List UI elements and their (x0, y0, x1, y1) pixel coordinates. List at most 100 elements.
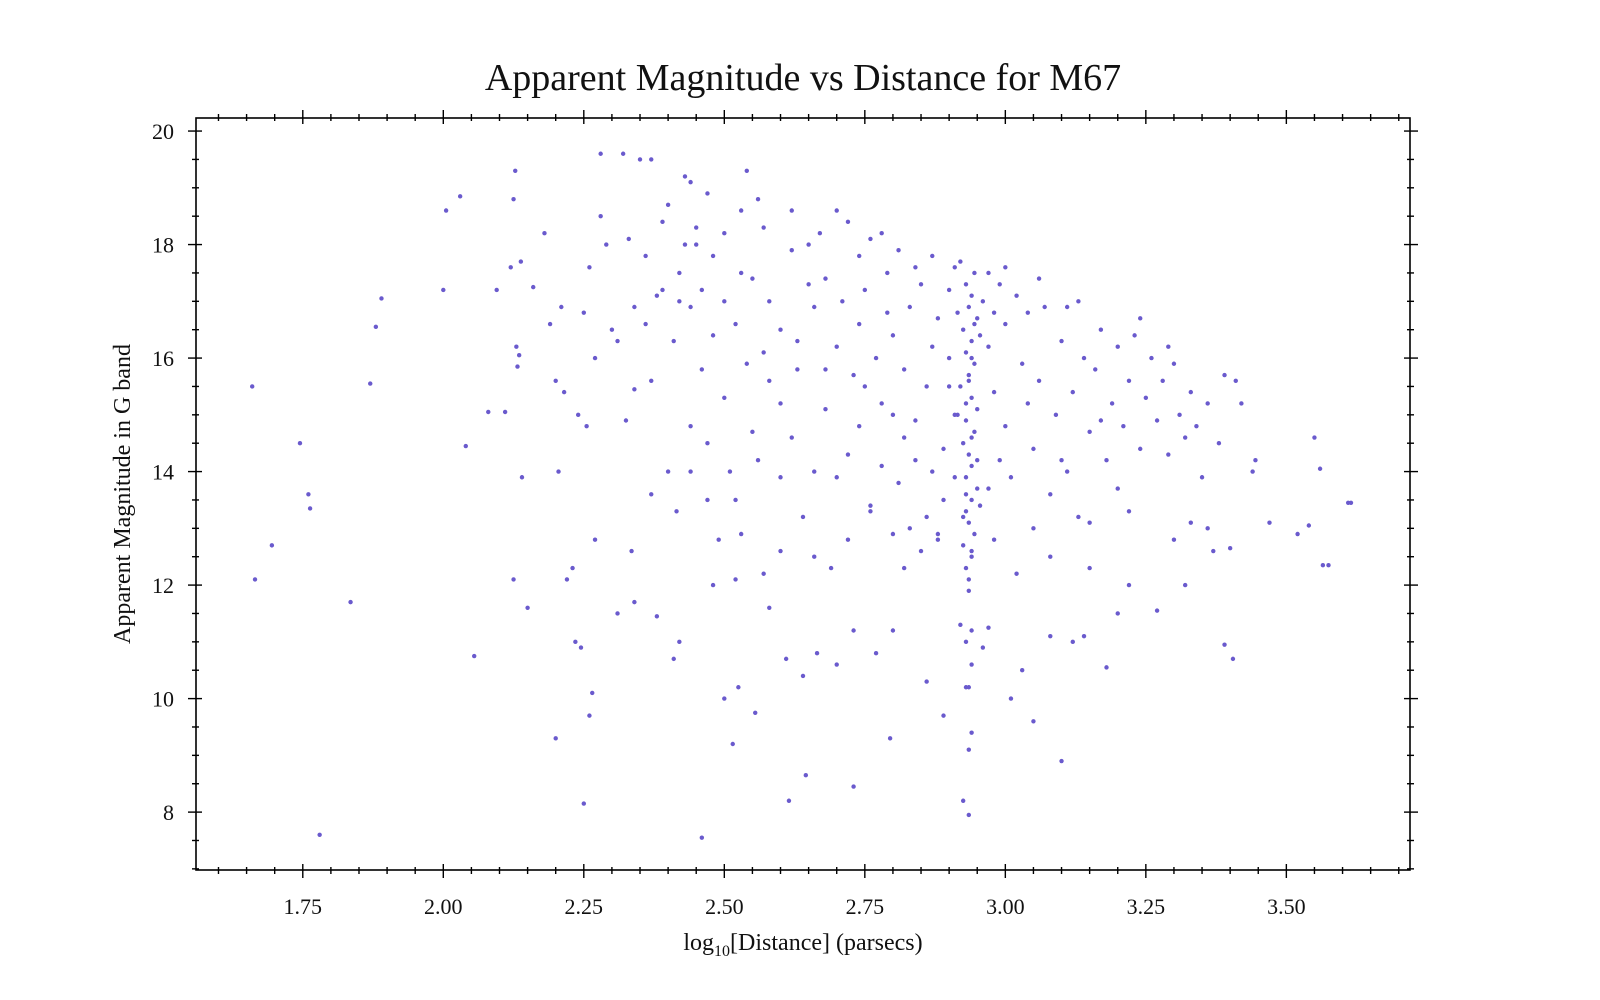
scatter-point (963, 401, 969, 406)
scatter-point (789, 248, 794, 253)
scatter-point (946, 355, 952, 361)
scatter-point (806, 242, 811, 247)
scatter-point (671, 656, 676, 662)
scatter-point (828, 565, 834, 571)
scatter-point (896, 480, 901, 486)
scatter-point (1306, 523, 1312, 528)
scatter-point (654, 293, 660, 298)
scatter-point (1230, 656, 1236, 662)
scatter-point (1115, 486, 1120, 491)
x-tick-label: 2.75 (846, 894, 885, 919)
scatter-point (575, 412, 581, 418)
scatter-point (1205, 526, 1210, 531)
scatter-point (767, 299, 772, 304)
scatter-point (1233, 378, 1238, 383)
scatter-point (609, 327, 615, 332)
scatter-point (1076, 514, 1081, 520)
scatter-point (966, 304, 972, 310)
scatter-point (573, 639, 578, 645)
scatter-point (761, 350, 766, 355)
scatter-point (901, 565, 907, 571)
scatter-point (845, 452, 851, 457)
scatter-point (1003, 423, 1008, 429)
scatter-point (963, 282, 969, 287)
scatter-point (1059, 458, 1064, 463)
scatter-point (930, 344, 935, 349)
scatter-point (531, 284, 536, 290)
scatter-point (946, 287, 952, 293)
scatter-point (643, 321, 648, 327)
scatter-point (547, 321, 553, 327)
scatter-point (1059, 338, 1064, 344)
scatter-point (972, 531, 977, 537)
scatter-point (1087, 520, 1092, 525)
scatter-point (851, 372, 856, 378)
scatter-point (972, 321, 977, 327)
scatter-point (705, 497, 710, 503)
scatter-point (966, 577, 972, 582)
scatter-point (901, 435, 907, 440)
plot-area: 1.75 2.00 2.25 2.50 2.75 3.00 3.25 3.50 8 10 12 14 1… (152, 110, 1418, 919)
y-axis-label: Apparent Magnitude in G band (110, 344, 136, 644)
scatter-point (812, 304, 817, 310)
scatter-point (890, 628, 896, 633)
scatter-point (671, 338, 676, 344)
scatter-point (1048, 633, 1053, 639)
scatter-point (307, 506, 313, 511)
scatter-point (924, 384, 929, 389)
scatter-point (1115, 344, 1120, 349)
scatter-point (1222, 372, 1227, 378)
scatter-point (750, 429, 755, 435)
scatter-point (969, 355, 974, 361)
scatter-point (660, 219, 665, 225)
scatter-point (1320, 563, 1326, 568)
scatter-point (887, 736, 893, 741)
scatter-point (803, 773, 809, 778)
chart-title: Apparent Magnitude vs Distance for M67 (485, 57, 1121, 99)
scatter-point (688, 304, 693, 310)
scatter-point (508, 265, 513, 270)
scatter-point (511, 577, 516, 582)
scatter-point (885, 270, 890, 276)
scatter-point (885, 310, 890, 315)
scatter-point (677, 270, 682, 276)
scatter-point (969, 497, 974, 503)
scatter-point (753, 710, 758, 715)
y-tick-label: 16 (152, 346, 174, 371)
scatter-point (969, 463, 974, 469)
scatter-point (1211, 548, 1216, 554)
scatter-point (1104, 458, 1109, 463)
scatter-point (592, 355, 598, 361)
y-tick-label: 8 (163, 800, 174, 825)
scatter-point (946, 384, 952, 389)
scatter-point (868, 236, 873, 242)
scatter-point (845, 219, 851, 225)
scatter-point (615, 338, 620, 344)
scatter-point (977, 503, 983, 508)
scatter-point (516, 353, 522, 358)
scatter-point (519, 475, 525, 480)
scatter-point (969, 730, 974, 735)
scatter-point (1182, 435, 1188, 440)
scatter-point (1087, 429, 1092, 435)
y-tick-label: 14 (152, 460, 174, 485)
scatter-point (1166, 344, 1171, 349)
scatter-point (1188, 520, 1194, 525)
scatter-point (969, 548, 974, 554)
scatter-point (963, 492, 969, 497)
scatter-point (958, 384, 963, 389)
scatter-point (952, 475, 957, 480)
scatter-point (834, 208, 839, 213)
scatter-point (665, 469, 671, 474)
scatter-point (786, 798, 792, 803)
scatter-point (969, 293, 974, 298)
scatter-point (1126, 378, 1132, 383)
scatter-point (348, 599, 353, 605)
scatter-point (515, 364, 520, 369)
scatter-point (570, 565, 575, 571)
x-tick-label: 2.00 (424, 894, 463, 919)
scatter-point (1194, 423, 1199, 429)
scatter-point (553, 736, 558, 741)
